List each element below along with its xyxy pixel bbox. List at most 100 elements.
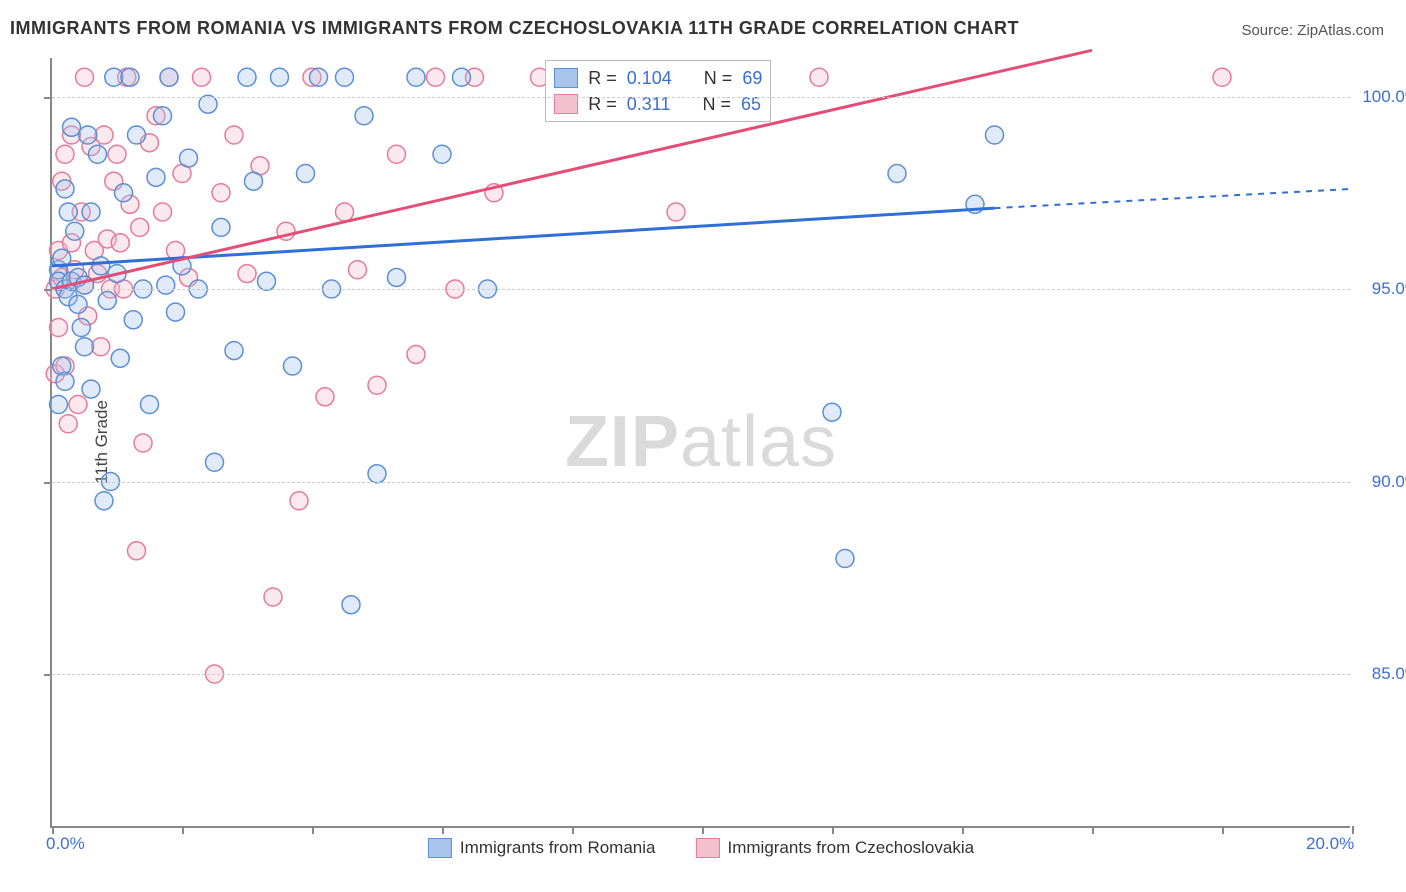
- r-label: R =: [588, 91, 617, 117]
- scatter-point-romania: [206, 453, 224, 471]
- x-tick-label: 20.0%: [1306, 834, 1354, 854]
- series-legend-item-romania: Immigrants from Romania: [428, 838, 656, 858]
- scatter-point-romania: [147, 168, 165, 186]
- scatter-point-romania: [336, 68, 354, 86]
- n-label: N =: [702, 91, 731, 117]
- scatter-point-romania: [95, 492, 113, 510]
- scatter-point-czech: [134, 434, 152, 452]
- scatter-point-romania: [76, 338, 94, 356]
- scatter-point-czech: [59, 415, 77, 433]
- scatter-point-czech: [50, 319, 68, 337]
- scatter-point-romania: [63, 118, 81, 136]
- scatter-point-romania: [72, 319, 90, 337]
- y-tick: [44, 674, 52, 676]
- scatter-point-romania: [986, 126, 1004, 144]
- x-tick: [702, 826, 704, 834]
- trend-line-romania-extrap: [995, 189, 1353, 208]
- scatter-point-czech: [368, 376, 386, 394]
- series-label: Immigrants from Czechoslovakia: [727, 838, 974, 858]
- scatter-point-czech: [238, 265, 256, 283]
- scatter-point-romania: [50, 396, 68, 414]
- scatter-point-czech: [131, 218, 149, 236]
- legend-swatch: [554, 68, 578, 88]
- scatter-point-czech: [69, 396, 87, 414]
- x-tick: [312, 826, 314, 834]
- scatter-point-czech: [108, 145, 126, 163]
- legend-swatch: [428, 838, 452, 858]
- scatter-point-czech: [810, 68, 828, 86]
- scatter-point-romania: [368, 465, 386, 483]
- gridline: [52, 97, 1350, 98]
- scatter-point-romania: [128, 126, 146, 144]
- x-tick: [572, 826, 574, 834]
- scatter-point-czech: [427, 68, 445, 86]
- x-tick: [182, 826, 184, 834]
- scatter-point-romania: [124, 311, 142, 329]
- scatter-point-czech: [92, 338, 110, 356]
- scatter-point-romania: [407, 68, 425, 86]
- r-label: R =: [588, 65, 617, 91]
- y-tick: [44, 97, 52, 99]
- scatter-point-czech: [56, 145, 74, 163]
- scatter-point-romania: [433, 145, 451, 163]
- y-tick-label: 95.0%: [1372, 279, 1406, 299]
- scatter-point-romania: [69, 295, 87, 313]
- scatter-point-romania: [92, 257, 110, 275]
- n-value: 65: [741, 91, 761, 117]
- scatter-point-romania: [82, 380, 100, 398]
- series-legend: Immigrants from Romania Immigrants from C…: [428, 838, 974, 858]
- scatter-point-czech: [193, 68, 211, 86]
- scatter-point-czech: [128, 542, 146, 560]
- scatter-point-czech: [212, 184, 230, 202]
- scatter-point-czech: [111, 234, 129, 252]
- scatter-point-romania: [271, 68, 289, 86]
- scatter-point-romania: [225, 342, 243, 360]
- scatter-point-czech: [388, 145, 406, 163]
- y-tick-label: 100.0%: [1362, 87, 1406, 107]
- gridline: [52, 674, 1350, 675]
- x-tick: [832, 826, 834, 834]
- n-value: 69: [742, 65, 762, 91]
- legend-swatch: [695, 838, 719, 858]
- scatter-point-romania: [453, 68, 471, 86]
- y-tick: [44, 289, 52, 291]
- scatter-point-czech: [1213, 68, 1231, 86]
- scatter-point-romania: [79, 126, 97, 144]
- scatter-point-czech: [225, 126, 243, 144]
- plot-area: 11th Grade ZIPatlas R =0.104N =69R =0.31…: [50, 58, 1350, 828]
- scatter-point-romania: [199, 95, 217, 113]
- scatter-point-romania: [284, 357, 302, 375]
- scatter-point-romania: [66, 222, 84, 240]
- x-tick: [1352, 826, 1354, 834]
- x-tick-label: 0.0%: [46, 834, 85, 854]
- x-tick: [962, 826, 964, 834]
- scatter-point-czech: [290, 492, 308, 510]
- series-legend-item-czech: Immigrants from Czechoslovakia: [695, 838, 974, 858]
- scatter-point-romania: [167, 303, 185, 321]
- series-label: Immigrants from Romania: [460, 838, 656, 858]
- scatter-point-romania: [180, 149, 198, 167]
- legend-row-czech: R =0.311N =65: [554, 91, 762, 117]
- gridline: [52, 482, 1350, 483]
- scatter-point-romania: [160, 68, 178, 86]
- scatter-point-czech: [95, 126, 113, 144]
- gridline: [52, 289, 1350, 290]
- scatter-point-romania: [141, 396, 159, 414]
- scatter-point-czech: [407, 345, 425, 363]
- x-tick: [1092, 826, 1094, 834]
- scatter-point-romania: [89, 145, 107, 163]
- scatter-point-romania: [888, 165, 906, 183]
- scatter-point-czech: [76, 68, 94, 86]
- scatter-point-romania: [310, 68, 328, 86]
- r-value: 0.104: [627, 65, 672, 91]
- n-label: N =: [704, 65, 733, 91]
- scatter-point-romania: [258, 272, 276, 290]
- legend-row-romania: R = 0.104 N = 69: [554, 65, 762, 91]
- scatter-point-romania: [82, 203, 100, 221]
- scatter-point-czech: [154, 203, 172, 221]
- scatter-point-czech: [316, 388, 334, 406]
- scatter-point-czech: [667, 203, 685, 221]
- scatter-point-romania: [105, 68, 123, 86]
- scatter-point-romania: [836, 550, 854, 568]
- scatter-point-romania: [56, 180, 74, 198]
